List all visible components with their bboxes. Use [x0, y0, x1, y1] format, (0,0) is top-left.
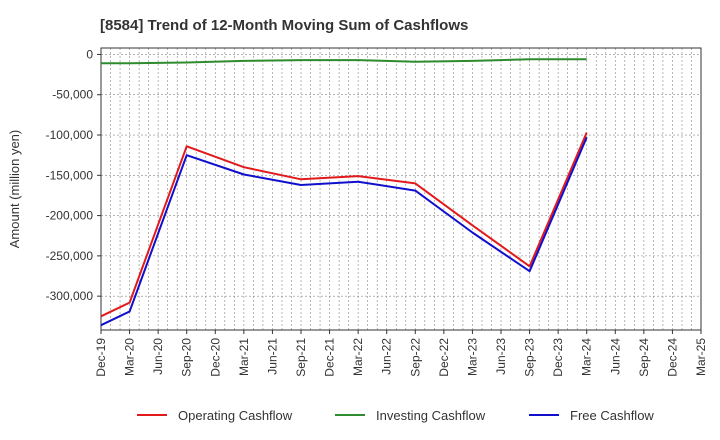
plot-area	[100, 47, 702, 331]
x-tick-label: Mar-25	[694, 338, 708, 376]
x-tick-label: Jun-22	[380, 338, 394, 375]
y-tick-label: 0	[86, 47, 93, 61]
x-tick-label: Mar-23	[465, 338, 479, 376]
y-tick-label: -250,000	[46, 249, 94, 263]
x-tick-label: Dec-22	[437, 338, 451, 377]
x-tick-label: Sep-20	[180, 338, 194, 377]
y-axis-label: Amount (million yen)	[7, 130, 22, 249]
x-tick-label: Dec-19	[94, 338, 108, 377]
grid	[101, 48, 701, 330]
y-tick-label: -150,000	[46, 168, 94, 182]
x-tick-label: Sep-21	[294, 338, 308, 377]
y-tick-label: -200,000	[46, 209, 94, 223]
legend: Operating Cashflow Investing Cashflow Free…	[137, 408, 654, 423]
x-tick-label: Dec-21	[323, 338, 337, 377]
x-tick-label: Mar-24	[580, 338, 594, 376]
y-tick-label: -100,000	[46, 128, 94, 142]
series-line-operating-cashflow	[100, 132, 588, 318]
x-tick-label: Dec-23	[551, 338, 565, 377]
x-axis: Dec-19 Mar-20 Jun-20 Sep-20 Dec-20 Mar-21 Jun-…	[94, 330, 708, 377]
x-tick-label: Jun-21	[265, 338, 279, 375]
legend-label: Investing Cashflow	[376, 408, 486, 423]
legend-label: Free Cashflow	[570, 408, 654, 423]
x-tick-label: Sep-24	[637, 338, 651, 377]
series-line-investing-cashflow	[101, 58, 587, 65]
series-line-free-cashflow	[100, 137, 588, 327]
x-tick-label: Jun-23	[494, 338, 508, 375]
x-tick-label: Mar-21	[237, 338, 251, 376]
y-tick-label: -50,000	[52, 88, 93, 102]
legend-label: Operating Cashflow	[178, 408, 293, 423]
x-tick-label: Jun-24	[608, 338, 622, 375]
x-tick-label: Jun-20	[151, 338, 165, 375]
y-tick-label: -300,000	[46, 289, 94, 303]
x-tick-label: Mar-22	[351, 338, 365, 376]
x-tick-label: Mar-20	[123, 338, 137, 376]
x-tick-label: Sep-23	[523, 338, 537, 377]
x-tick-label: Sep-22	[408, 338, 422, 377]
y-axis: 0 -50,000 -100,000 -150,000 -200,000 -250,000…	[46, 47, 101, 303]
chart-title: [8584] Trend of 12-Month Moving Sum of C…	[100, 17, 468, 34]
x-tick-label: Dec-24	[665, 338, 679, 377]
series-lines	[100, 58, 588, 327]
x-tick-label: Dec-20	[208, 338, 222, 377]
